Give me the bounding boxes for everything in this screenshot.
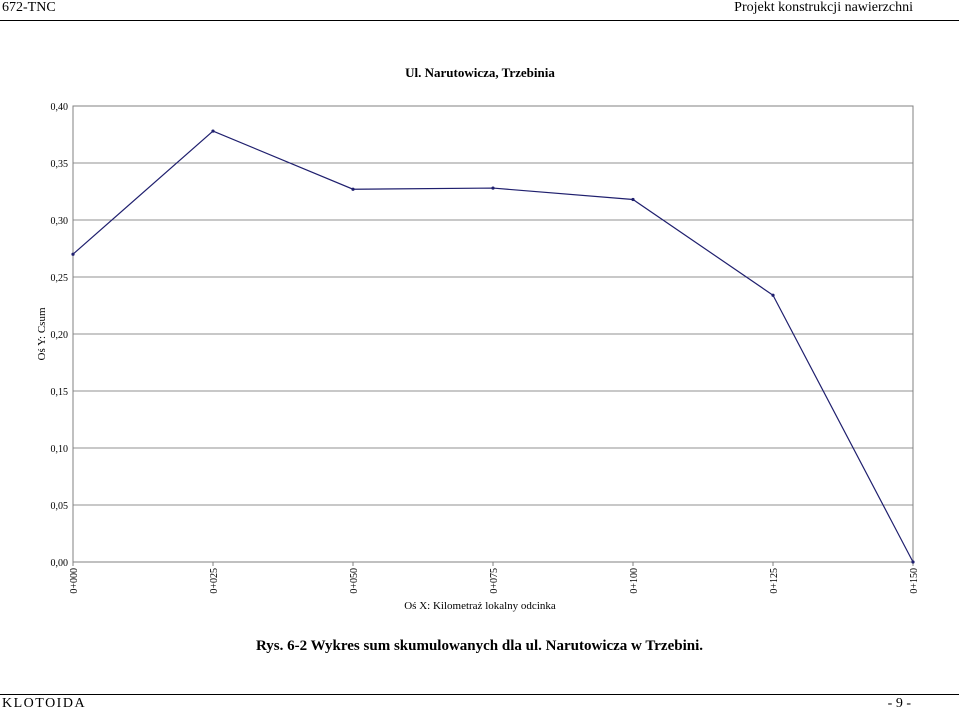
- y-tick-label: 0,35: [51, 159, 69, 170]
- y-axis-label: Oś Y: Csum: [36, 307, 48, 360]
- data-point: [71, 252, 75, 256]
- data-point: [911, 560, 915, 564]
- page-number: - 9 -: [887, 696, 911, 711]
- y-tick-label: 0,00: [51, 558, 69, 569]
- footer-divider: [0, 694, 959, 695]
- y-tick-label: 0,30: [51, 216, 69, 227]
- x-tick-label: 0+000: [69, 568, 80, 594]
- x-tick-label: 0+075: [489, 568, 500, 594]
- y-tick-label: 0,10: [51, 444, 69, 455]
- x-tick-label: 0+125: [769, 568, 780, 594]
- x-tick-label: 0+025: [209, 568, 220, 594]
- x-axis-label: Oś X: Kilometraż lokalny odcinka: [404, 600, 556, 612]
- header-divider: [0, 20, 959, 21]
- x-tick-labels: 0+000 0+025 0+050 0+075 0+100 0+125 0+150: [69, 562, 920, 594]
- grid-lines: [73, 162, 913, 506]
- x-tick-label: 0+100: [629, 568, 640, 594]
- y-tick-label: 0,05: [51, 501, 69, 512]
- series-line: [71, 129, 915, 564]
- data-point: [351, 187, 355, 191]
- y-tick-labels: 0,00 0,05 0,10 0,15 0,20 0,25 0,30 0,35 0,40: [51, 102, 69, 569]
- y-tick-label: 0,15: [51, 387, 69, 398]
- data-point: [491, 186, 495, 190]
- data-point: [771, 293, 775, 297]
- y-tick-label: 0,25: [51, 273, 69, 284]
- company-name: KLOTOIDA: [2, 696, 87, 711]
- y-tick-label: 0,40: [51, 102, 69, 113]
- chart-title: Ul. Narutowicza, Trzebinia: [405, 65, 555, 80]
- x-tick-label: 0+050: [349, 568, 360, 594]
- y-tick-label: 0,20: [51, 330, 69, 341]
- figure-caption: Rys. 6-2 Wykres sum skumulowanych dla ul…: [255, 638, 704, 654]
- x-tick-label: 0+150: [909, 568, 920, 594]
- data-point: [211, 129, 215, 133]
- series-polyline: [72, 130, 914, 563]
- data-point: [631, 197, 635, 202]
- document-id: 672-TNC: [2, 0, 56, 15]
- line-chart: Ul. Narutowicza, Trzebinia 0,000,050,100…: [36, 65, 920, 612]
- document-title: Projekt konstrukcji nawierzchni: [734, 0, 913, 15]
